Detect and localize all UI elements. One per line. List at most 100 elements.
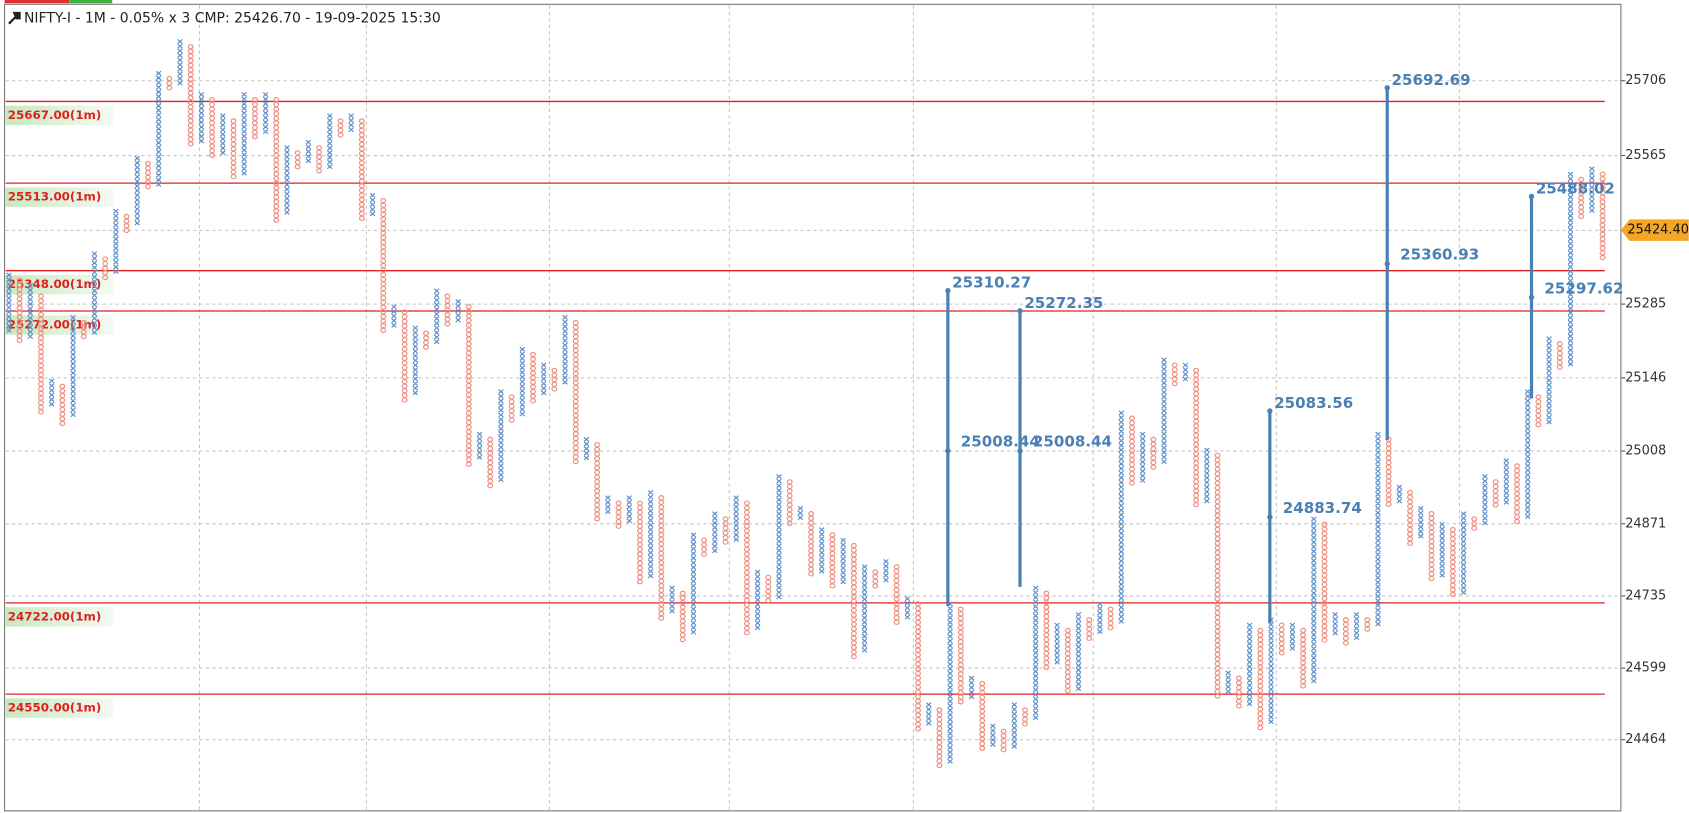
measure-top-label: 25488.02 [1536,179,1615,197]
x-column [348,113,354,133]
o-column [615,500,622,529]
x-column [1054,622,1060,665]
x-column [1204,447,1210,504]
measure-mid-label: 24883.74 [1283,499,1362,517]
o-column [1150,436,1157,470]
o-column [850,542,857,660]
measure-mid-label: 25297.62 [1544,279,1623,297]
o-column [401,309,408,403]
measure-top-label: 25692.69 [1392,71,1471,89]
o-column [358,118,365,221]
o-column [1171,362,1178,387]
wrench-icon [8,11,21,25]
o-column [1599,171,1606,261]
level-label: 25272.00(1m) [8,318,101,332]
x-column [776,474,782,600]
o-column [1449,526,1456,598]
x-column [1118,410,1125,624]
o-column [1321,521,1328,643]
o-column [1022,707,1028,727]
o-column [80,320,87,340]
o-column [743,500,750,636]
o-column [59,383,66,427]
o-column [1385,436,1392,507]
x-column [990,723,996,747]
o-column [294,150,301,170]
o-column [508,394,515,423]
cmp-label: 25424.40 [1627,223,1689,238]
o-column [1471,516,1478,531]
x-column [1567,171,1574,367]
o-column [893,564,900,625]
o-column [1492,479,1499,508]
x-column [1353,612,1360,641]
o-column [1556,341,1563,370]
level-label: 24550.00(1m) [8,701,101,715]
x-column [48,378,55,407]
x-column [433,288,440,345]
o-column [1064,627,1071,694]
o-column [380,198,387,333]
x-column [134,155,140,226]
o-column [1364,617,1371,632]
level-label: 24722.00(1m) [8,609,101,623]
o-column [957,606,964,705]
x-column [241,92,247,176]
x-column [1311,516,1317,684]
y-tick-label: 25285 [1625,297,1666,312]
x-column [369,192,376,217]
o-column [701,537,708,557]
o-column [1043,590,1050,670]
o-column [1578,176,1585,220]
measure-top-label: 25310.27 [952,274,1031,292]
o-column [572,320,579,465]
x-column [1182,362,1189,382]
y-tick-label: 24871 [1625,516,1666,531]
y-tick-label: 25565 [1625,148,1666,163]
x-column [27,283,34,339]
x-column [91,251,98,335]
measure-mid [1384,261,1390,267]
price-axis: 2570625565254242528525146250082487124735… [1620,73,1689,747]
x-column [1097,601,1103,635]
x-column [1439,521,1445,578]
x-column [904,596,911,620]
x-column [1589,166,1595,213]
top-strip-green [69,0,113,4]
title-bar: NIFTY-I - 1M - 0.05% x 3 CMP: 25426.70 -… [8,10,441,26]
o-column [444,293,451,327]
x-column [284,145,290,215]
x-column [1332,612,1338,636]
x-column [883,558,889,583]
o-column [530,351,536,404]
o-column [1086,617,1093,641]
o-column [209,97,216,159]
x-column [198,92,205,144]
o-column [423,330,429,350]
o-column [936,707,943,769]
level-label-box [5,274,114,295]
measure-mid-label: 25360.93 [1400,246,1479,264]
measure-top-label: 25272.35 [1024,294,1103,312]
top-strip-red [4,0,70,4]
y-tick-label: 25706 [1625,73,1666,88]
o-column [38,293,44,415]
level-label: 25513.00(1m) [8,190,101,204]
o-column [1428,511,1435,582]
x-column [690,532,697,635]
measure-top [1267,408,1273,414]
o-column [1342,617,1349,646]
o-column [594,442,601,522]
x-column [647,489,654,579]
x-column [605,495,611,515]
measure-top [945,288,951,294]
x-column [947,601,953,764]
x-column [754,569,761,631]
o-column [230,118,237,180]
x-column [1289,622,1296,651]
x-column [1139,431,1146,483]
x-column [1246,622,1253,707]
o-column [786,479,793,527]
o-column [915,601,922,732]
x-column [925,702,932,726]
